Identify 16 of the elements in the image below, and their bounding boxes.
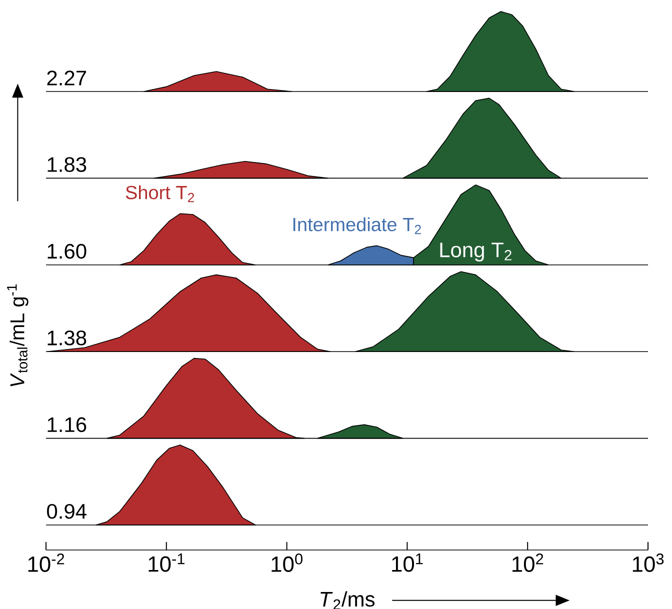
annotation: 1.16 [48,417,86,432]
x-tick-label: 10$^{-1}$ [148,554,184,572]
annotation: 2.27 [47,70,86,86]
annotation: 1.83 [48,157,86,172]
x-tick-label: 10$^{-2}$ [28,554,64,572]
series-label: Short T$_{2}$ [126,185,194,202]
x-tick-label: 10$^{0}$ [272,554,302,572]
x-tick-label: 10$^{3}$ [632,554,664,572]
annotation: 1.38 [48,330,86,346]
series-label: Intermediate T$_{2}$ [293,217,421,234]
y-axis-title: V$_{total}$/mL g$^{-1}$ [7,284,28,386]
annotation: 0.94 [47,504,86,519]
series-label: Long T$_{2}$ [440,242,512,262]
annotation: 1.60 [48,244,86,259]
x-tick-label: 10$^{2}$ [512,554,544,572]
x-tick-label: 10$^{1}$ [392,554,423,572]
